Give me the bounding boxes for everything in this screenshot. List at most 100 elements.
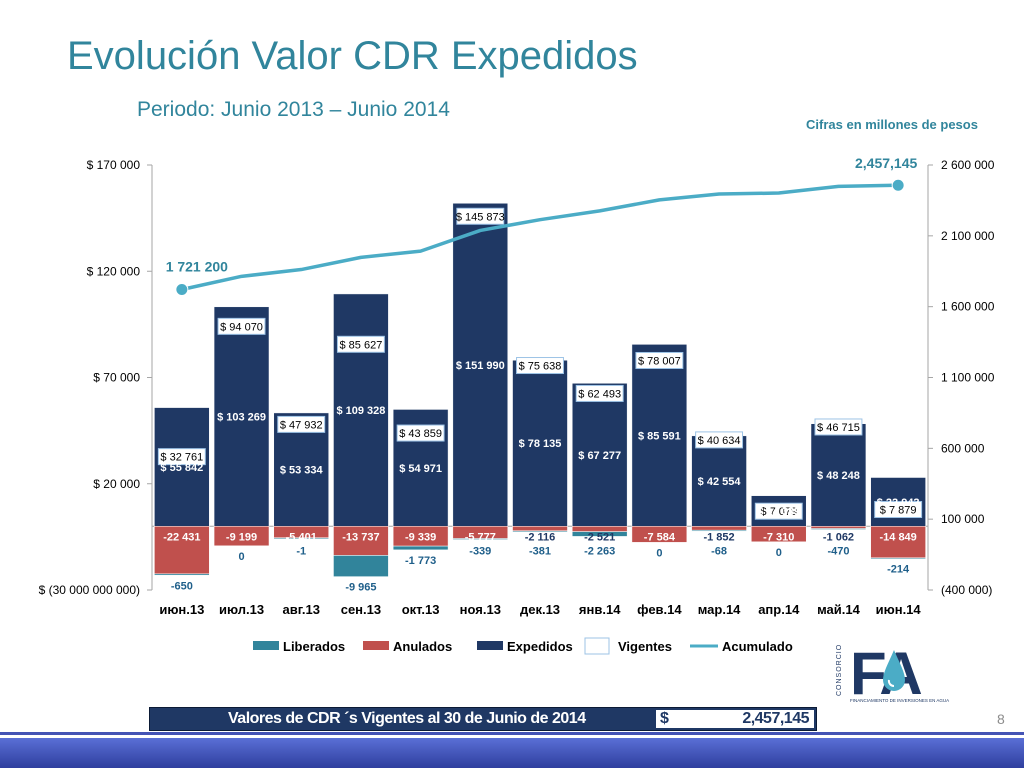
footer-line <box>0 732 1024 735</box>
label-vigentes: $ 47 932 <box>280 419 323 431</box>
label-vigentes: $ 46 715 <box>817 422 860 434</box>
left-tick-label: $ 70 000 <box>93 371 140 385</box>
page-number: 8 <box>997 711 1005 727</box>
bar-expedidos <box>512 359 568 527</box>
legend-swatch-vigentes <box>584 637 610 655</box>
legend-swatch-expedidos <box>477 641 503 650</box>
category-label: дек.13 <box>520 602 560 617</box>
label-liberados: -339 <box>469 545 491 557</box>
bar-vigentes <box>814 418 863 436</box>
label-expedidos: $ 151 990 <box>456 360 505 372</box>
bar-liberados <box>333 555 389 577</box>
right-tick-label: 1 100 000 <box>941 371 995 385</box>
bar-liberados <box>810 528 867 530</box>
label-liberados: -1 773 <box>405 555 436 567</box>
label-expedidos: $ 55 842 <box>160 462 203 474</box>
bar-vigentes <box>575 384 624 402</box>
right-tick-label: (400 000) <box>941 583 992 597</box>
label-liberados: -1 <box>296 545 306 557</box>
label-anulados: -9 339 <box>405 531 436 543</box>
legend-label-vigentes: Vigentes <box>618 639 672 654</box>
bar-expedidos <box>452 203 509 527</box>
label-liberados: -470 <box>827 545 849 557</box>
slide-title: Evolución Valor CDR Expedidos <box>67 34 638 78</box>
label-anulados: -14 849 <box>879 531 916 543</box>
label-anulados: -22 431 <box>163 531 200 543</box>
label-expedidos: $ 14 389 <box>757 506 800 518</box>
bar-vigentes <box>635 351 684 369</box>
bar-expedidos <box>691 435 747 527</box>
label-expedidos: $ 67 277 <box>578 450 621 462</box>
label-vigentes: $ 40 634 <box>698 435 741 447</box>
label-vigentes: $ 32 761 <box>160 452 203 464</box>
units-note: Cifras en millones de pesos <box>806 117 978 132</box>
bar-liberados <box>691 529 747 532</box>
category-label: мар.14 <box>698 602 741 617</box>
bar-vigentes <box>217 317 266 335</box>
logo-tagline: FINANCIAMIENTO DE INVERSIONES EN AGUA <box>850 698 950 703</box>
summary-value: 2,457,145 <box>742 710 809 727</box>
category-label: сен.13 <box>341 602 381 617</box>
label-expedidos: $ 22 942 <box>877 497 920 509</box>
bar-anulados <box>751 526 807 543</box>
bar-vigentes <box>754 502 803 520</box>
bar-anulados <box>512 526 568 531</box>
bar-expedidos <box>333 293 389 527</box>
label-expedidos: $ 53 334 <box>280 465 324 477</box>
category-label: янв.14 <box>579 602 621 617</box>
bar-vigentes <box>695 431 744 449</box>
bar-liberados <box>273 537 329 539</box>
bar-anulados <box>213 526 270 547</box>
bar-liberados <box>154 573 210 576</box>
label-acumulado-first: 1 721 200 <box>166 258 228 274</box>
bar-vigentes <box>516 357 564 375</box>
cdr-chart: $ (30 000 000 000) $ 20 000 $ 70 000 $ 120 … <box>39 155 995 655</box>
legend-swatch-liberados <box>253 641 279 650</box>
bar-liberados <box>870 557 926 560</box>
bar-anulados <box>691 526 747 531</box>
label-anulados: -5 777 <box>465 531 496 543</box>
summary-label: Valores de CDR ´s Vigentes al 30 de Juni… <box>228 710 586 727</box>
label-expedidos: $ 48 248 <box>817 470 860 482</box>
legend-label-expedidos: Expedidos <box>507 639 573 654</box>
label-anulados: -9 199 <box>226 531 257 543</box>
label-liberados: -650 <box>171 580 193 592</box>
label-expedidos: $ 85 591 <box>638 430 681 442</box>
bar-vigentes <box>336 335 385 353</box>
point-acumulado-first <box>175 282 189 296</box>
label-anulados: -13 737 <box>342 531 379 543</box>
label-anulados: -7 584 <box>644 531 676 543</box>
bar-vigentes <box>277 415 326 433</box>
bar-liberados <box>392 545 449 551</box>
summary-bar: Valores de CDR ´s Vigentes al 30 de Juni… <box>149 707 817 731</box>
bar-vigentes <box>874 501 923 519</box>
category-label: июн.13 <box>159 602 204 617</box>
label-liberados: -9 965 <box>345 582 376 594</box>
label-expedidos: $ 42 554 <box>698 476 742 488</box>
right-tick-label: 2 100 000 <box>941 229 995 243</box>
legend-label-anulados: Anulados <box>393 639 452 654</box>
label-expedidos: $ 109 328 <box>336 405 385 417</box>
bar-vigentes <box>396 424 445 442</box>
left-tick-label: $ 120 000 <box>87 264 141 278</box>
bar-liberados <box>571 531 628 537</box>
label-vigentes: $ 7 079 <box>760 506 797 518</box>
bar-expedidos <box>631 344 688 527</box>
category-label: авг.13 <box>283 602 320 617</box>
right-tick-label: 100 000 <box>941 512 985 526</box>
logo-side-text: CONSORCIO <box>836 643 843 696</box>
bar-anulados <box>631 526 688 543</box>
summary-value-box: $ 2,457,145 <box>655 709 815 729</box>
label-liberados: -68 <box>711 545 727 557</box>
label-expedidos: $ 103 269 <box>217 412 266 424</box>
label-vigentes: $ 7 879 <box>880 505 917 517</box>
company-logo: CONSORCIO FA FINANCIAMIENTO DE INVERSION… <box>836 644 966 710</box>
legend-label-liberados: Liberados <box>283 639 345 654</box>
label-liberados: -2 263 <box>584 545 615 557</box>
label-liberados: -214 <box>887 563 910 575</box>
label-vigentes: $ 85 627 <box>340 339 383 351</box>
bar-anulados <box>870 526 926 559</box>
category-label: ноя.13 <box>460 602 501 617</box>
label-vigentes: $ 43 859 <box>399 428 442 440</box>
label-anulados: -2 116 <box>525 531 556 543</box>
